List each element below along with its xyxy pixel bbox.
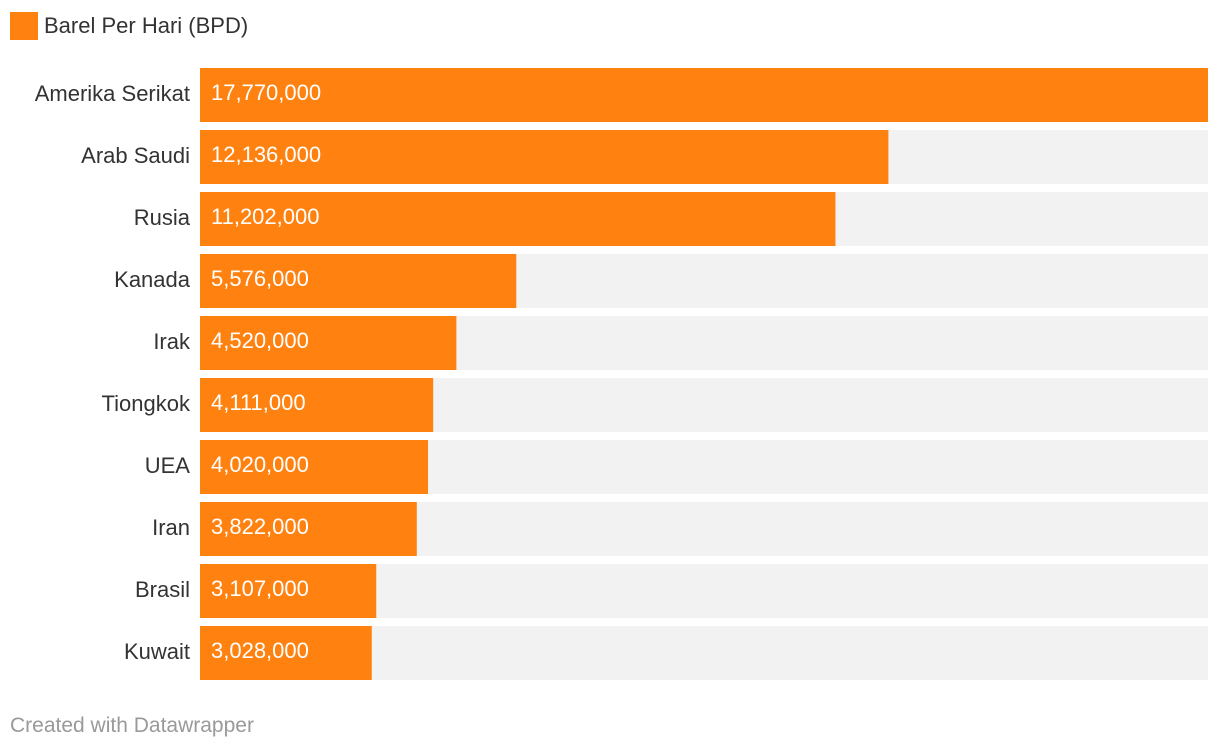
- category-label-rusia: Rusia: [134, 205, 191, 230]
- value-label-kuwait: 3,028,000: [211, 638, 309, 663]
- footer-credit: Created with Datawrapper: [10, 714, 254, 737]
- category-label-arab-saudi: Arab Saudi: [81, 143, 190, 168]
- category-label-uea: UEA: [145, 453, 191, 478]
- category-label-kanada: Kanada: [114, 267, 191, 292]
- value-label-amerika-serikat: 17,770,000: [211, 80, 321, 105]
- bar-rusia: [200, 192, 836, 246]
- category-label-iran: Iran: [152, 515, 190, 540]
- bar-uea: [200, 440, 429, 494]
- category-label-kuwait: Kuwait: [124, 639, 190, 664]
- legend-label: Barel Per Hari (BPD): [44, 13, 249, 38]
- value-label-irak: 4,520,000: [211, 328, 309, 353]
- value-label-uea: 4,020,000: [211, 452, 309, 477]
- value-label-kanada: 5,576,000: [211, 266, 309, 291]
- bar-arab-saudi: [200, 130, 889, 184]
- value-label-tiongkok: 4,111,000: [211, 390, 306, 415]
- bar-tiongkok: [200, 378, 434, 432]
- value-label-iran: 3,822,000: [211, 514, 309, 539]
- category-label-amerika-serikat: Amerika Serikat: [35, 81, 190, 106]
- bar-brasil: [200, 564, 377, 618]
- bar-iran: [200, 502, 417, 556]
- category-label-tiongkok: Tiongkok: [102, 391, 191, 416]
- value-label-arab-saudi: 12,136,000: [211, 142, 321, 167]
- bar-irak: [200, 316, 457, 370]
- legend-swatch: [10, 12, 38, 40]
- bar-kanada: [200, 254, 517, 308]
- category-label-irak: Irak: [153, 329, 191, 354]
- bar-amerika-serikat: [200, 68, 1208, 122]
- value-label-brasil: 3,107,000: [211, 576, 309, 601]
- legend: Barel Per Hari (BPD): [10, 11, 248, 41]
- category-label-brasil: Brasil: [135, 577, 190, 602]
- value-label-rusia: 11,202,000: [211, 204, 319, 229]
- bar-kuwait: [200, 626, 372, 680]
